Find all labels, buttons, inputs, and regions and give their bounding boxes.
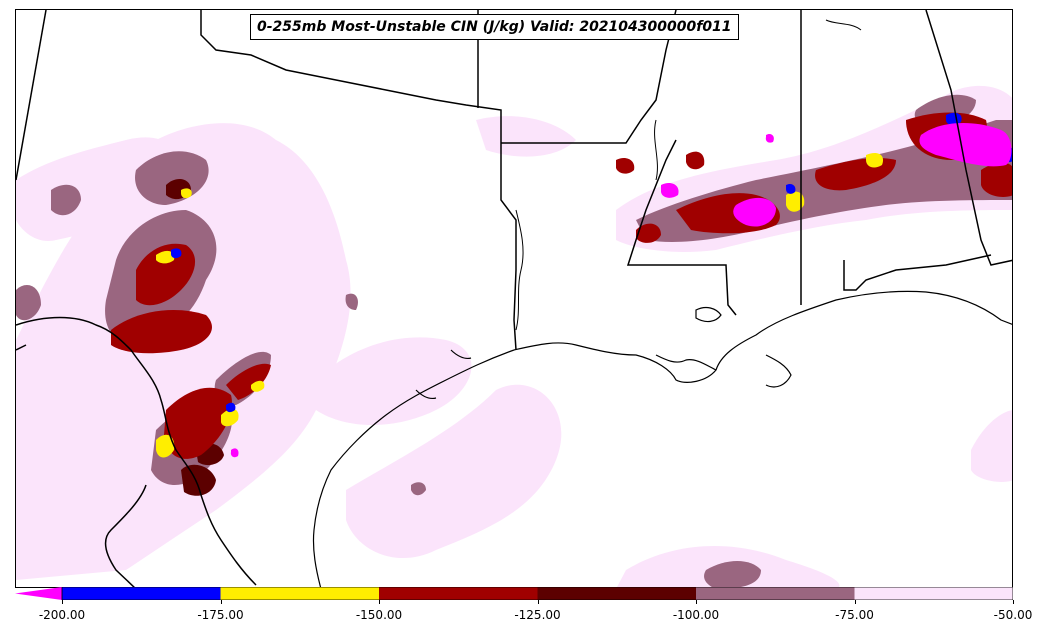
- colorbar-extend-triangle: [15, 587, 62, 600]
- colorbar-bin: [537, 587, 697, 600]
- colorbar-bin: [854, 587, 1013, 600]
- colorbar-tick-mark: [854, 600, 856, 604]
- map-panel: [15, 9, 1013, 588]
- cin-shading-magenta: [230, 123, 1012, 458]
- rivers: [515, 19, 862, 331]
- colorbar-bin: [696, 587, 855, 600]
- colorbar-tick-mark: [696, 600, 697, 604]
- colorbar-bin: [62, 587, 221, 600]
- colorbar-tick-label: -100.00: [672, 608, 720, 622]
- colorbar-tick-label: -175.00: [197, 608, 244, 622]
- colorbar-tick-label: -125.00: [514, 608, 561, 622]
- colorbar-tick-mark: [1013, 600, 1014, 604]
- colorbar-bin: [220, 587, 380, 600]
- colorbar-tick-mark: [379, 600, 380, 604]
- colorbar-outline: [61, 587, 1013, 600]
- cin-map: [16, 10, 1012, 587]
- colorbar-tick-label: -200.00: [38, 608, 86, 622]
- colorbar-tick-label: -50.00: [993, 608, 1033, 622]
- colorbar: [15, 587, 1013, 600]
- colorbar-tick-label: -150.00: [355, 608, 403, 622]
- colorbar-tick-mark: [220, 600, 222, 604]
- colorbar-tick-mark: [537, 600, 539, 604]
- colorbar-tick-label: -75.00: [835, 608, 874, 622]
- colorbar-bin: [379, 587, 538, 600]
- colorbar-tick-mark: [62, 600, 63, 604]
- coastline: [312, 290, 1012, 587]
- map-title: 0-255mb Most-Unstable CIN (J/kg) Valid: …: [250, 14, 739, 40]
- colorbar-bins: [62, 587, 1013, 600]
